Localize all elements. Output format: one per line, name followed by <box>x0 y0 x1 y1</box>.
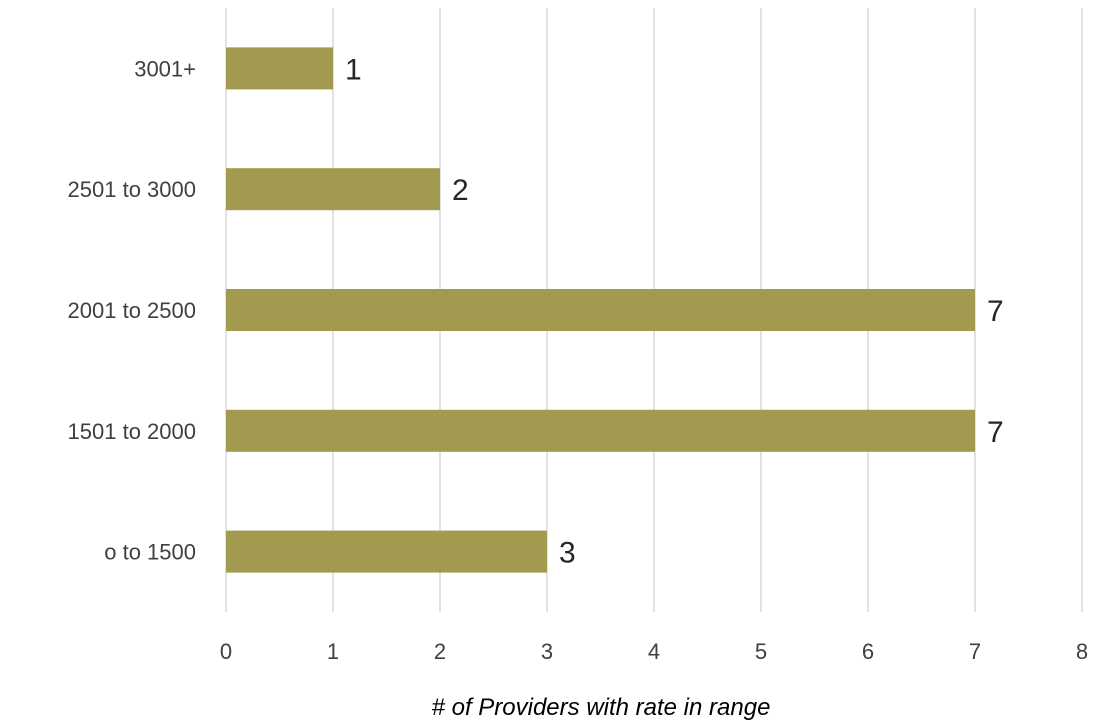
bars <box>226 47 975 573</box>
x-tick-label: 8 <box>1076 639 1088 664</box>
data-label: 3 <box>559 537 576 570</box>
data-label: 2 <box>452 174 469 207</box>
category-label: 3001+ <box>134 56 196 81</box>
category-label: 2001 to 2500 <box>68 298 196 323</box>
bar <box>226 47 333 90</box>
x-tick-label: 6 <box>862 639 874 664</box>
x-tick-label: 5 <box>755 639 767 664</box>
data-label: 7 <box>987 416 1004 449</box>
x-tick-label: 4 <box>648 639 660 664</box>
x-tick-label: 1 <box>327 639 339 664</box>
category-label: 2501 to 3000 <box>68 177 196 202</box>
x-tick-label: 7 <box>969 639 981 664</box>
bar <box>226 289 975 331</box>
x-tick-label: 0 <box>220 639 232 664</box>
category-labels: o to 1500 1501 to 2000 2001 to 2500 2501 to… <box>68 56 196 564</box>
x-tick-labels: 0 1 2 3 4 5 6 7 8 <box>220 639 1088 664</box>
x-axis-title: # of Providers with rate in range <box>432 694 771 721</box>
data-label: 1 <box>345 53 362 86</box>
category-label: 1501 to 2000 <box>68 419 196 444</box>
bar <box>226 168 440 211</box>
x-tick-label: 2 <box>434 639 446 664</box>
bar <box>226 409 975 452</box>
x-tick-label: 3 <box>541 639 553 664</box>
data-labels: 3 7 7 2 1 <box>345 53 1004 569</box>
data-label: 7 <box>987 295 1004 328</box>
bar <box>226 530 547 573</box>
category-label: o to 1500 <box>104 540 196 565</box>
